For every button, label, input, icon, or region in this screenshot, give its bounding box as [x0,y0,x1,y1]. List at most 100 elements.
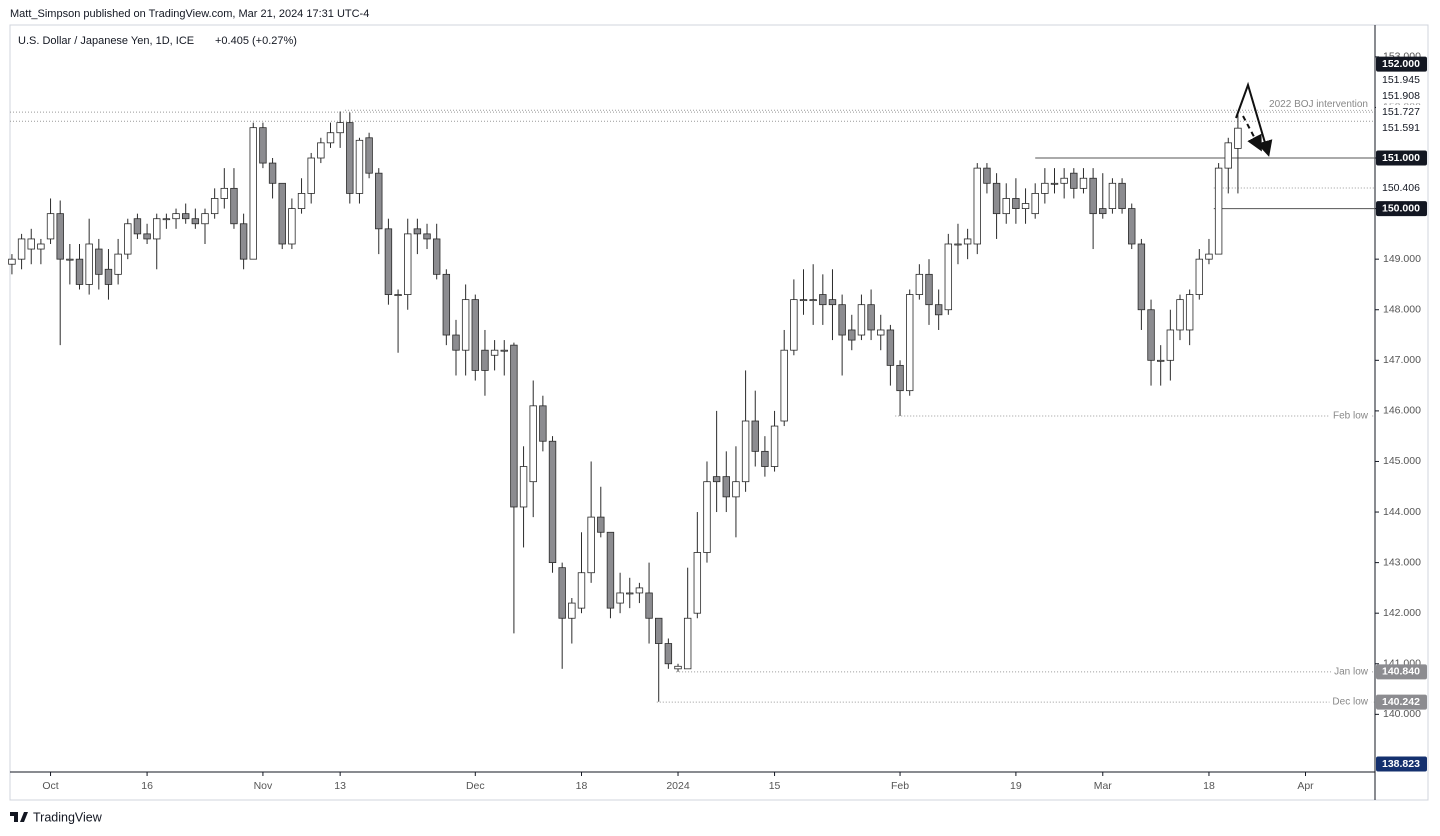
price-tag-label: 151.908 [1382,90,1420,102]
candle-body [346,122,354,194]
x-tick-label: 2024 [666,780,690,792]
candle-body [326,132,335,144]
price-tag-label: 151.727 [1382,106,1420,118]
candle-body [761,450,769,467]
candle-body [568,602,576,619]
level-note: Jan low [1334,667,1369,678]
price-tag-label: 150.406 [1382,182,1420,194]
candle-body [162,218,171,221]
candle-body [886,329,895,366]
price-tag-label: 140.840 [1382,666,1420,678]
candle-body [722,476,730,498]
price-tag-label: 140.242 [1382,696,1420,708]
price-tag [1376,72,1427,88]
candle-body [1002,198,1010,215]
candle-body [307,157,315,194]
candle-body [934,304,943,316]
x-tick-label: Dec [466,780,485,792]
candle-body [944,243,953,311]
note-bg [1329,696,1372,708]
candle-body [606,531,615,609]
candle-body [394,294,402,296]
note-bg [1266,98,1371,110]
candle-body [896,364,904,392]
price-tag [1376,120,1427,136]
candle-body [317,142,325,159]
candle-body [278,182,286,245]
candle-body [336,122,344,134]
symbol-title: U.S. Dollar / Japanese Yen, 1D, ICE [18,35,194,47]
candle-body [519,466,528,508]
candle-body [635,587,644,594]
price-tag-label: 138.823 [1382,758,1420,770]
candle-body [143,233,151,240]
candle-body [703,481,711,553]
x-tick-label: 18 [576,780,588,792]
candle-body [848,329,856,341]
candle-body [239,223,248,260]
price-tag-label: 152.000 [1382,58,1420,70]
candle-body [1108,182,1117,209]
candle-body [1050,182,1059,185]
candle-body [355,139,364,194]
frame [9,24,1429,801]
candle-body [268,162,277,184]
plot: 140.000141.000142.000143.000144.000145.0… [8,51,1421,792]
price-tag [1376,180,1427,196]
x-tick-label: Oct [42,780,58,792]
candle-body [963,238,972,245]
candle-body [973,167,981,245]
candle-body [1118,182,1126,209]
candle-body [1147,309,1155,361]
candle-body [230,187,238,225]
candle-body [587,516,595,574]
candle-body [1234,127,1242,149]
candle-body [114,253,122,275]
candle-body [751,420,759,452]
price-tag [1376,104,1427,120]
candle-body [983,167,991,184]
candle-body [1156,359,1165,362]
price-tag [1376,694,1427,710]
y-tick-label: 142.000 [1383,607,1421,619]
candle-body [799,299,808,302]
candle-body [616,592,624,604]
level-note: Feb low [1333,411,1369,422]
candle-body [1041,182,1049,194]
x-tick-label: 13 [334,780,346,792]
candle-body [75,258,84,285]
candle-body [1137,243,1146,311]
candle-body [741,420,750,483]
candle-body [732,481,740,498]
candle-body [838,304,846,336]
candle-body [1176,299,1184,331]
candle-body [201,213,209,225]
candle-body [1224,142,1232,169]
logo [10,812,28,822]
x-tick-label: 16 [141,780,153,792]
candle-body [867,304,875,331]
candle-body [442,273,451,336]
candle-body [780,349,788,422]
candle-body [181,213,190,220]
candle-body [95,248,103,275]
candle-body [548,440,557,564]
note-bg [1329,410,1372,422]
price-tag [1376,201,1427,217]
candle-body [423,233,431,240]
x-tick-label: Nov [254,780,273,792]
y-tick-label: 144.000 [1383,506,1421,518]
candle-body [249,127,257,260]
price-tag [1376,88,1427,104]
candle-body [877,329,885,336]
candle-body [384,228,393,295]
candle-body [1012,198,1020,209]
annotation-arrow [1235,81,1273,157]
candle-body [558,567,566,619]
candle-body [906,294,914,392]
candle-body [1021,203,1030,209]
candle-body [655,617,663,644]
candle-body [375,172,383,230]
y-tick-label: 145.000 [1383,455,1421,467]
candle-body [577,572,586,609]
